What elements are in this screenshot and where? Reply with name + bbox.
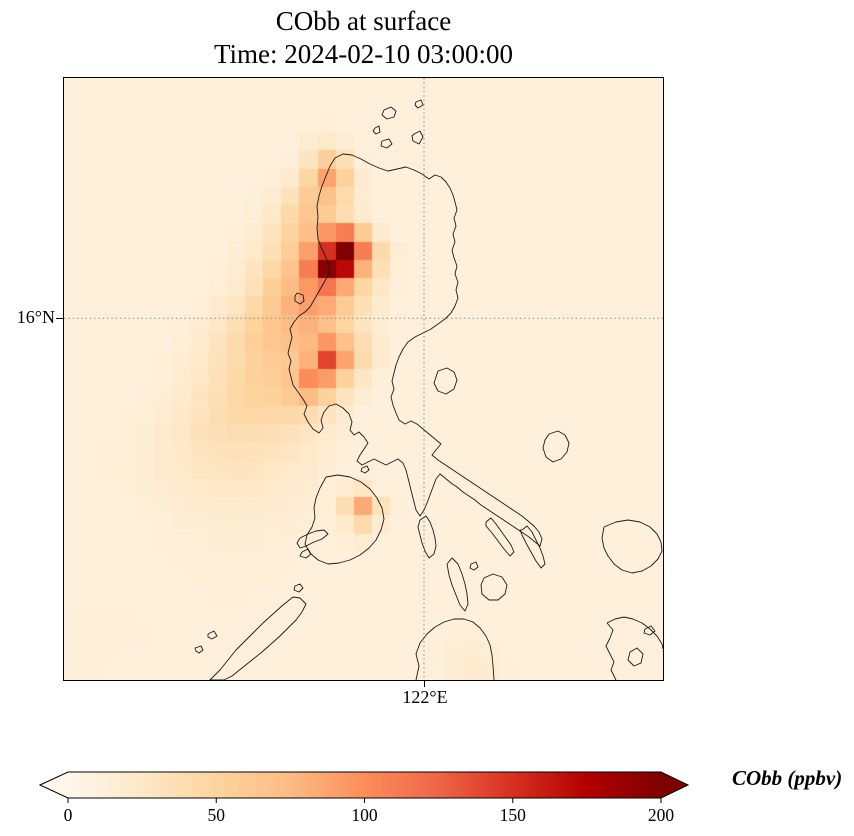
coastline-path <box>414 99 424 109</box>
coastline-layer <box>64 78 663 680</box>
coastline-path <box>519 525 546 569</box>
coastline-path <box>209 596 307 680</box>
coastline-path <box>415 618 495 680</box>
colorbar-over-arrow <box>661 772 688 798</box>
coastline-path <box>469 561 479 571</box>
coastline-path <box>480 573 508 601</box>
coastline-path <box>433 367 458 395</box>
coastline-path <box>299 548 312 559</box>
x-axis-tick-mark <box>424 681 425 687</box>
colorbar-tick-label: 100 <box>351 805 378 825</box>
coastline-path <box>643 625 656 636</box>
coastline-path <box>542 430 570 463</box>
coastline-path <box>417 515 437 559</box>
heatmap-canvas <box>64 78 663 680</box>
title-block: CObb at surface Time: 2024-02-10 03:00:0… <box>63 5 664 71</box>
colorbar-tick-label: 50 <box>208 805 226 825</box>
coastline-path <box>294 292 305 305</box>
coastline-path <box>606 616 663 650</box>
coastline-path <box>194 645 204 654</box>
colorbar-tick-label: 0 <box>64 805 73 825</box>
coastline-path <box>446 557 469 612</box>
colorbar: 0 50 100 150 200 <box>38 771 690 825</box>
plot-subtitle: Time: 2024-02-10 03:00:00 <box>213 39 514 69</box>
coastline-path <box>605 622 617 680</box>
coastline-path <box>380 138 393 149</box>
coastline-path <box>360 465 370 474</box>
colorbar-under-arrow <box>40 772 68 798</box>
colorbar-label: CObb (ppbv) <box>732 766 843 790</box>
coastline-path <box>287 153 543 547</box>
y-axis-tick-mark <box>56 318 63 319</box>
map-plot <box>63 77 664 681</box>
coastline-path <box>411 130 424 145</box>
colorbar-tick-label: 200 <box>648 805 675 825</box>
colorbar-tick-label: 150 <box>500 805 527 825</box>
y-axis-tick-label: 16°N <box>16 307 55 327</box>
coastline-path <box>296 529 329 549</box>
coastline-path <box>381 106 397 120</box>
plot-title: CObb at surface <box>275 6 452 36</box>
colorbar-gradient <box>68 772 661 798</box>
coastline-path <box>304 474 385 565</box>
coastline-path <box>485 517 515 557</box>
coastline-path <box>601 519 663 574</box>
coastline-path <box>372 125 381 135</box>
coastline-path <box>293 583 304 593</box>
coastline-path <box>207 630 218 640</box>
coastline-path <box>627 647 644 667</box>
x-axis-tick-label: 122°E <box>402 687 448 707</box>
